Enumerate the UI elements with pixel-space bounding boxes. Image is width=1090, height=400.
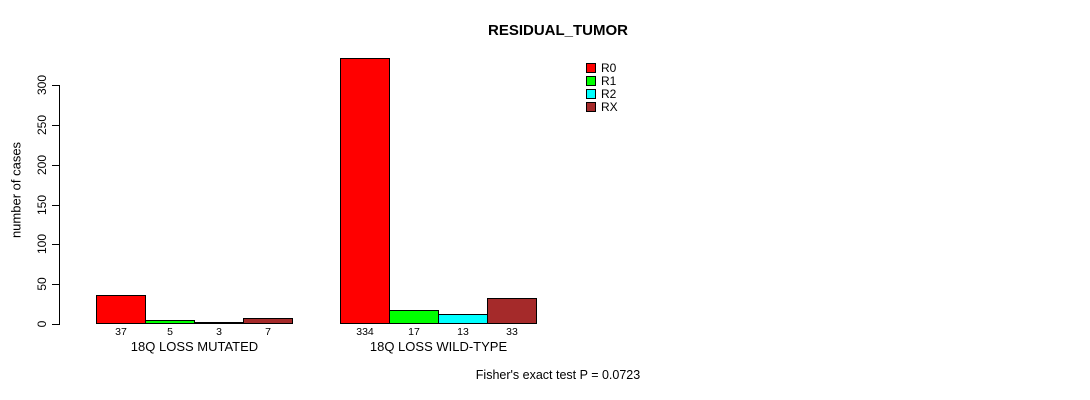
- legend-label: R2: [601, 87, 617, 101]
- y-tick-label: 50: [35, 277, 49, 291]
- bar-r2-group2: [438, 313, 488, 324]
- bar-r1-group2: [389, 310, 439, 324]
- chart-title: RESIDUAL_TUMOR: [487, 22, 629, 39]
- bar-rx-group1: [243, 318, 293, 324]
- bar-count-label: 37: [115, 326, 127, 338]
- legend-item-rx: RX: [586, 100, 618, 114]
- y-tick-label: 100: [35, 234, 49, 255]
- legend-swatch-r2: [586, 89, 596, 99]
- y-tick-label: 250: [35, 114, 49, 135]
- bar-count-label: 33: [506, 326, 518, 338]
- y-tick: [52, 284, 59, 286]
- y-tick: [52, 164, 59, 166]
- legend-label: R0: [601, 61, 617, 75]
- y-tick: [52, 324, 59, 325]
- legend-swatch-r1: [586, 76, 596, 86]
- fisher-test-annotation: Fisher's exact test P = 0.0723: [475, 368, 641, 382]
- bar-count-label: 334: [356, 326, 374, 338]
- y-axis-line: [59, 85, 60, 325]
- bar-count-label: 3: [216, 326, 222, 338]
- group-label: 18Q LOSS WILD-TYPE: [369, 339, 508, 354]
- bar-rx-group2: [487, 297, 537, 324]
- legend-label: RX: [601, 100, 618, 114]
- y-tick-label: 150: [35, 194, 49, 215]
- y-tick: [52, 244, 59, 246]
- y-tick: [52, 124, 59, 126]
- bar-r0-group1: [96, 294, 146, 324]
- y-tick: [52, 204, 59, 206]
- bar-r2-group1: [194, 321, 244, 324]
- y-tick-label: 300: [35, 74, 49, 96]
- y-tick: [52, 85, 59, 86]
- bar-count-label: 17: [408, 326, 420, 338]
- legend-item-r0: R0: [586, 61, 618, 75]
- bar-count-label: 7: [265, 326, 271, 338]
- y-tick-label: 200: [35, 154, 49, 175]
- legend-swatch-rx: [586, 102, 596, 112]
- bar-count-label: 13: [457, 326, 469, 338]
- bar-r0-group2: [340, 57, 390, 324]
- bar-count-label: 5: [167, 326, 173, 338]
- legend-swatch-r0: [586, 63, 596, 73]
- y-axis-label: number of cases: [8, 141, 24, 239]
- legend-item-r1: R1: [586, 74, 618, 88]
- y-tick-label: 0: [35, 320, 49, 328]
- group-label: 18Q LOSS MUTATED: [130, 339, 259, 354]
- bar-r1-group1: [145, 320, 195, 324]
- legend-label: R1: [601, 74, 617, 88]
- legend-item-r2: R2: [586, 87, 618, 101]
- legend: R0 R1 R2 RX: [586, 61, 618, 115]
